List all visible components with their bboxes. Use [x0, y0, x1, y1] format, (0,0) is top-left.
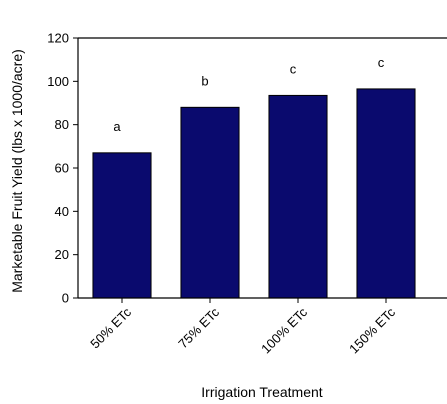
y-tick-label: 40: [55, 204, 69, 219]
bar-1: [92, 152, 152, 299]
y-tick-label: 120: [47, 31, 69, 46]
y-tick-label: 20: [55, 247, 69, 262]
significance-label: c: [290, 61, 297, 76]
y-tick-label: 0: [62, 291, 69, 306]
y-axis-title: Marketable Fruit Yield (lbs x 1000/acre): [9, 49, 25, 293]
significance-label: c: [378, 55, 385, 70]
x-tick-label: 50% ETc: [87, 304, 134, 351]
significance-label: a: [113, 119, 121, 134]
significance-label: b: [201, 73, 208, 88]
bar-3: [268, 94, 328, 299]
y-axis-ticks: 0 20 40 60 80 100 120: [47, 31, 78, 306]
bars-group: [92, 88, 416, 299]
y-tick-label: 60: [55, 161, 69, 176]
x-axis-ticks: 50% ETc 75% ETc 100% ETc 150% ETc: [87, 298, 398, 357]
x-tick-label: 75% ETc: [175, 304, 222, 351]
bar-4: [356, 88, 416, 299]
x-axis-title: Irrigation Treatment: [201, 384, 322, 400]
x-tick-label: 100% ETc: [258, 304, 310, 356]
y-tick-label: 80: [55, 117, 69, 132]
significance-labels: a b c c: [113, 55, 384, 134]
y-tick-label: 100: [47, 74, 69, 89]
x-tick-label: 150% ETc: [346, 304, 398, 356]
bar-2: [180, 106, 240, 299]
